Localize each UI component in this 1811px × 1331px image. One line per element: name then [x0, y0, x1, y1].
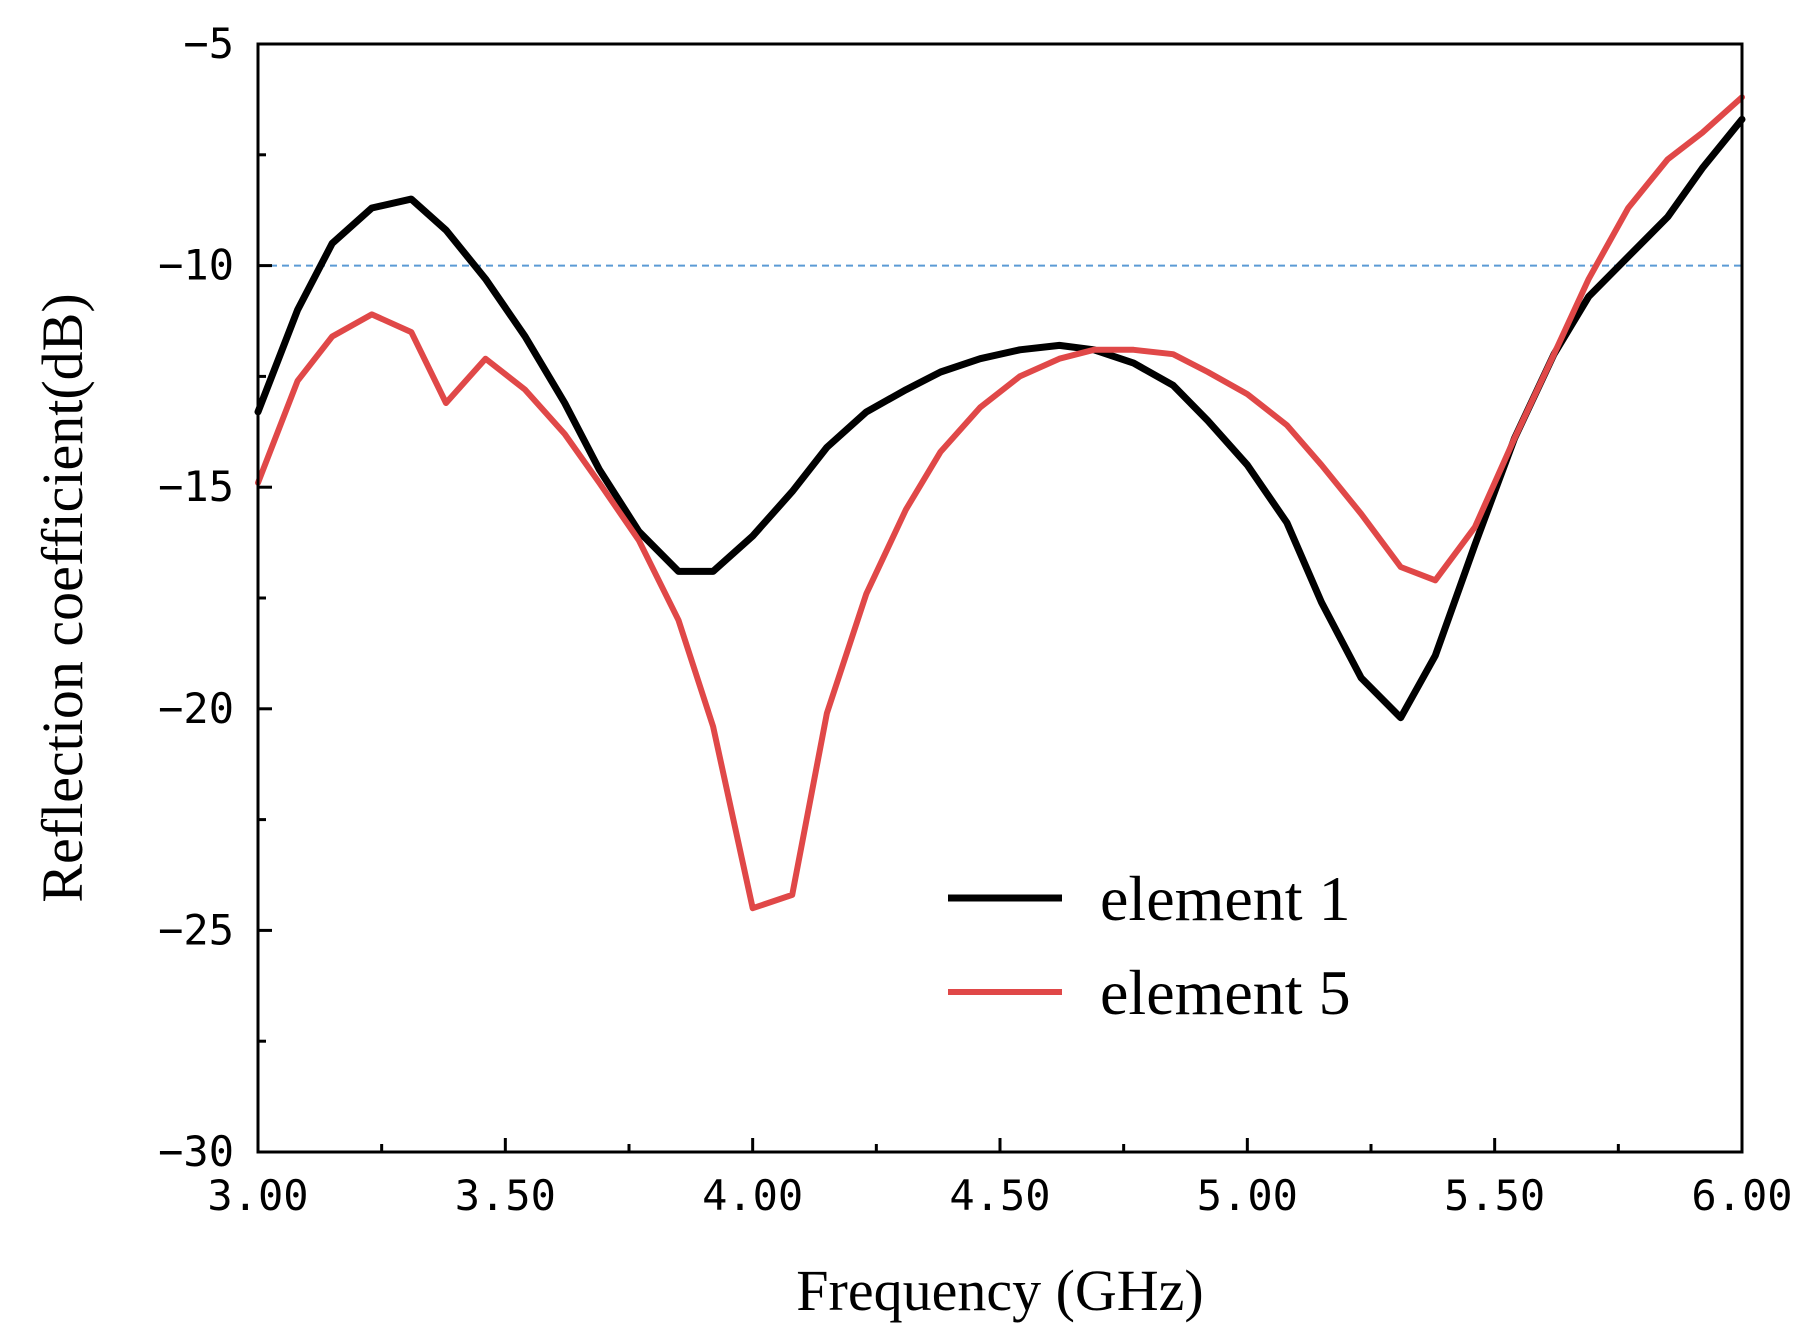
x-tick-label: 6.00 — [1691, 1171, 1792, 1220]
series-line-element-5 — [255, 94, 1745, 912]
y-tick-label: −25 — [158, 905, 234, 954]
y-tick-label: −15 — [158, 462, 234, 511]
legend-label-element-5: element 5 — [1100, 957, 1351, 1028]
x-axis-title: Frequency (GHz) — [796, 1258, 1203, 1323]
y-tick-label: −10 — [158, 241, 234, 290]
legend: element 1 element 5 — [948, 863, 1351, 1028]
x-tick-label: 4.00 — [702, 1171, 803, 1220]
x-tick-label: 3.50 — [455, 1171, 556, 1220]
y-tick-label: −5 — [183, 19, 234, 68]
x-tick-label: 3.00 — [207, 1171, 308, 1220]
x-tick-label: 4.50 — [949, 1171, 1050, 1220]
series-line-element-1 — [254, 115, 1746, 722]
legend-label-element-1: element 1 — [1100, 863, 1351, 934]
x-tick-label: 5.00 — [1197, 1171, 1298, 1220]
plot-frame — [256, 42, 1744, 1154]
tick-layer: 3.00 3.50 4.00 4.50 5.00 5.50 6.00 −30 −25 −20 −15… — [158, 19, 1792, 1220]
y-tick-label: −30 — [158, 1127, 234, 1176]
y-tick-label: −20 — [158, 684, 234, 733]
x-tick-label: 5.50 — [1444, 1171, 1545, 1220]
series-layer — [254, 94, 1746, 912]
y-axis-title: Reflection coefficient(dB) — [30, 293, 95, 902]
